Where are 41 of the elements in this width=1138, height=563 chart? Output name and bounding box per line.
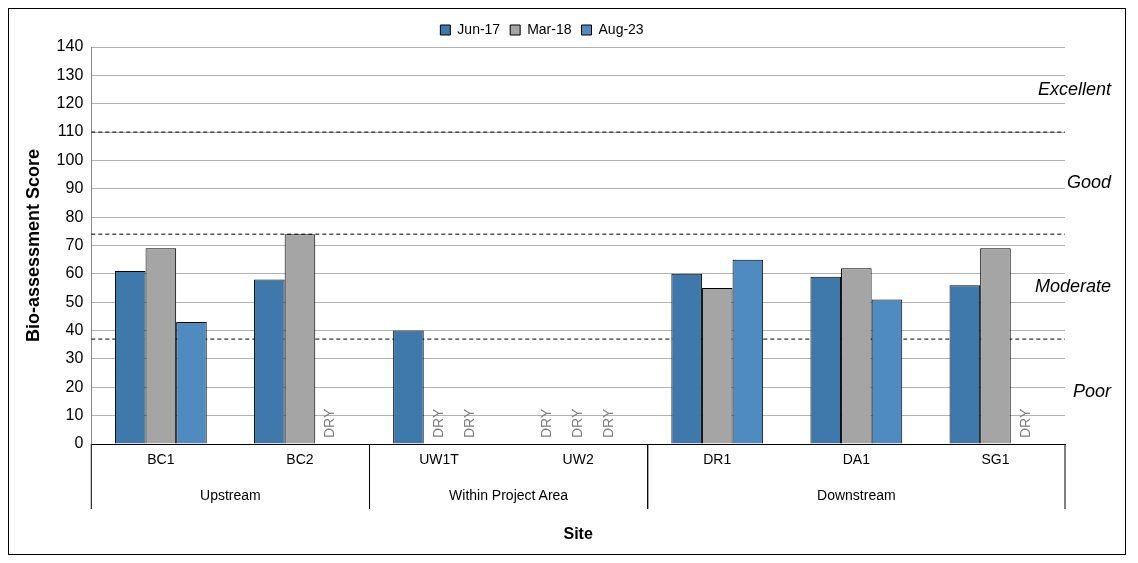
x-tick-label: UW2 [562, 451, 594, 468]
text: Good [1066, 172, 1112, 193]
text: DRY [538, 408, 555, 438]
y-tick-label: 60 [65, 264, 84, 282]
x-tick-label: SG1 [981, 451, 1010, 468]
y-tick-label: 90 [65, 179, 84, 197]
legend-label: Jun-17 [457, 20, 501, 37]
text: DRY [599, 408, 616, 438]
text: Poor [1072, 380, 1112, 401]
y-tick-label: 40 [65, 320, 84, 338]
x-tick-label: BC2 [286, 451, 314, 468]
text: DRY [321, 408, 338, 438]
y-tick-label: 30 [65, 349, 84, 367]
legend-label: Aug-23 [598, 20, 644, 37]
y-tick-label: 130 [56, 65, 84, 83]
y-tick-label: 10 [65, 406, 84, 424]
y-tick-label: 50 [65, 292, 84, 310]
x-tick-label: DA1 [842, 451, 871, 468]
text: Downstream [817, 486, 896, 503]
y-tick-label: 100 [56, 150, 84, 168]
y-tick-label: 20 [65, 377, 84, 395]
text: DRY [569, 408, 586, 438]
text: DRY [460, 408, 477, 438]
y-tick-label: 80 [65, 207, 84, 225]
x-tick-label: UW1T [419, 451, 460, 468]
annotation: Moderate [1034, 275, 1111, 296]
y-tick-label: 70 [65, 235, 84, 253]
x-tick-label: BC1 [147, 451, 175, 468]
text: Upstream [200, 486, 261, 503]
y-tick-label: 140 [56, 37, 84, 55]
x-axis-title: Site [563, 524, 593, 542]
y-tick-label: 0 [74, 434, 84, 452]
y-tick-label: 110 [57, 122, 84, 140]
text: DRY [429, 408, 446, 438]
annotation: Excellent [1037, 78, 1112, 99]
legend-label: Mar-18 [527, 20, 572, 37]
text: Within Project Area [449, 486, 569, 503]
y-axis-title: Bio-assessment Score [22, 148, 43, 343]
x-tick-label: DR1 [703, 451, 732, 468]
y-tick-label: 120 [56, 94, 84, 112]
text: DRY [1016, 408, 1033, 438]
